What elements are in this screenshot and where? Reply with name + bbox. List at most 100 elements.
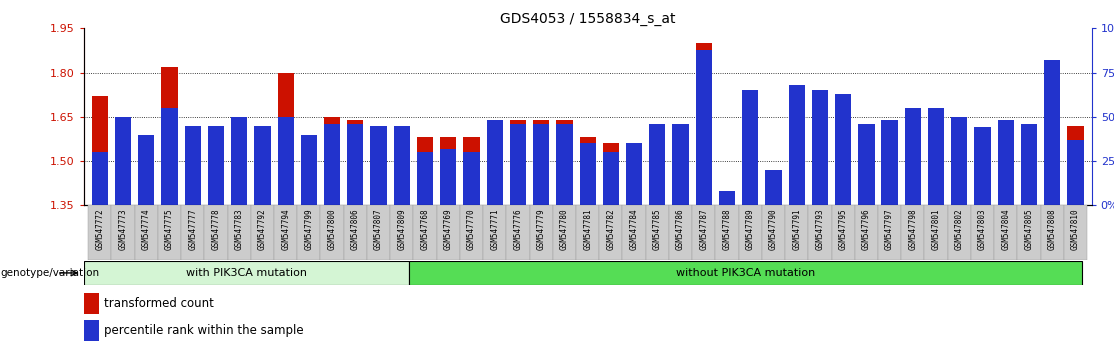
Bar xyxy=(881,143,898,205)
Bar xyxy=(812,117,828,205)
Bar xyxy=(1067,126,1084,205)
Text: GSM547783: GSM547783 xyxy=(235,208,244,250)
Text: GSM547790: GSM547790 xyxy=(769,208,778,250)
Text: GSM547793: GSM547793 xyxy=(815,208,824,250)
Bar xyxy=(301,135,317,205)
Bar xyxy=(623,205,646,260)
Bar xyxy=(901,205,925,260)
Text: GSM547804: GSM547804 xyxy=(1001,208,1010,250)
Bar xyxy=(162,108,177,205)
Bar xyxy=(231,120,247,205)
Text: GSM547774: GSM547774 xyxy=(141,208,150,250)
Bar xyxy=(836,94,851,205)
Text: GSM547807: GSM547807 xyxy=(374,208,383,250)
Text: GSM547803: GSM547803 xyxy=(978,208,987,250)
Bar xyxy=(84,293,99,314)
Bar xyxy=(138,135,155,205)
Bar xyxy=(579,137,596,205)
Bar xyxy=(84,261,409,285)
Bar xyxy=(789,85,804,205)
Text: GSM547789: GSM547789 xyxy=(745,208,755,250)
Bar xyxy=(367,205,390,260)
Bar xyxy=(836,123,851,205)
Bar xyxy=(626,143,643,205)
Bar xyxy=(649,124,665,205)
Bar xyxy=(975,127,990,205)
Text: GSM547787: GSM547787 xyxy=(700,208,709,250)
Bar xyxy=(507,205,529,260)
Bar xyxy=(975,155,990,205)
Bar xyxy=(277,73,294,205)
Bar xyxy=(905,108,921,205)
Text: GSM547806: GSM547806 xyxy=(351,208,360,250)
Bar xyxy=(138,143,155,205)
Bar xyxy=(673,141,688,205)
Bar xyxy=(321,205,344,260)
Bar xyxy=(878,205,901,260)
Bar xyxy=(254,161,271,205)
Text: GSM547799: GSM547799 xyxy=(304,208,313,250)
Bar xyxy=(510,120,526,205)
Bar xyxy=(905,141,921,205)
Bar xyxy=(91,152,108,205)
Text: genotype/variation: genotype/variation xyxy=(0,268,99,278)
Text: GSM547784: GSM547784 xyxy=(629,208,638,250)
Bar xyxy=(274,205,297,260)
Bar xyxy=(556,124,573,205)
Bar xyxy=(789,93,804,205)
Text: GSM547798: GSM547798 xyxy=(908,208,917,250)
Text: GSM547788: GSM547788 xyxy=(723,208,732,250)
Bar xyxy=(409,261,1083,285)
Bar xyxy=(603,143,619,205)
Bar xyxy=(599,205,623,260)
Bar xyxy=(348,120,363,205)
Bar xyxy=(135,205,158,260)
Bar xyxy=(208,126,224,205)
Text: GSM547768: GSM547768 xyxy=(420,208,430,250)
Text: GSM547796: GSM547796 xyxy=(862,208,871,250)
Bar xyxy=(673,124,688,205)
Text: GSM547794: GSM547794 xyxy=(281,208,290,250)
Bar xyxy=(185,137,201,205)
Bar xyxy=(556,120,573,205)
Bar xyxy=(739,205,762,260)
Title: GDS4053 / 1558834_s_at: GDS4053 / 1558834_s_at xyxy=(500,12,675,26)
Bar xyxy=(1020,143,1037,205)
Bar xyxy=(115,135,131,205)
Text: GSM547809: GSM547809 xyxy=(398,208,407,250)
Bar xyxy=(301,143,317,205)
Bar xyxy=(649,164,665,205)
Bar xyxy=(417,152,433,205)
Bar xyxy=(111,205,135,260)
Bar xyxy=(1067,140,1084,205)
Text: GSM547800: GSM547800 xyxy=(328,208,336,250)
Text: GSM547770: GSM547770 xyxy=(467,208,476,250)
Bar xyxy=(182,205,204,260)
Text: GSM547808: GSM547808 xyxy=(1048,208,1057,250)
Bar xyxy=(668,205,692,260)
Bar xyxy=(162,67,177,205)
Bar xyxy=(692,205,715,260)
Bar xyxy=(487,120,502,205)
Bar xyxy=(88,205,111,260)
Bar xyxy=(529,205,553,260)
Bar xyxy=(371,137,387,205)
Bar xyxy=(185,126,201,205)
Bar xyxy=(928,108,945,205)
Bar xyxy=(231,117,247,205)
Text: GSM547797: GSM547797 xyxy=(886,208,895,250)
Text: GSM547771: GSM547771 xyxy=(490,208,499,250)
Bar xyxy=(254,126,271,205)
Bar xyxy=(297,205,321,260)
Bar xyxy=(417,137,433,205)
Text: without PIK3CA mutation: without PIK3CA mutation xyxy=(676,268,815,278)
Bar xyxy=(928,141,945,205)
Text: GSM547773: GSM547773 xyxy=(118,208,127,250)
Bar xyxy=(994,205,1017,260)
Bar xyxy=(579,143,596,205)
Bar xyxy=(576,205,599,260)
Bar xyxy=(695,43,712,205)
Text: GSM547776: GSM547776 xyxy=(514,208,522,250)
Bar xyxy=(765,170,782,205)
Bar xyxy=(463,152,480,205)
